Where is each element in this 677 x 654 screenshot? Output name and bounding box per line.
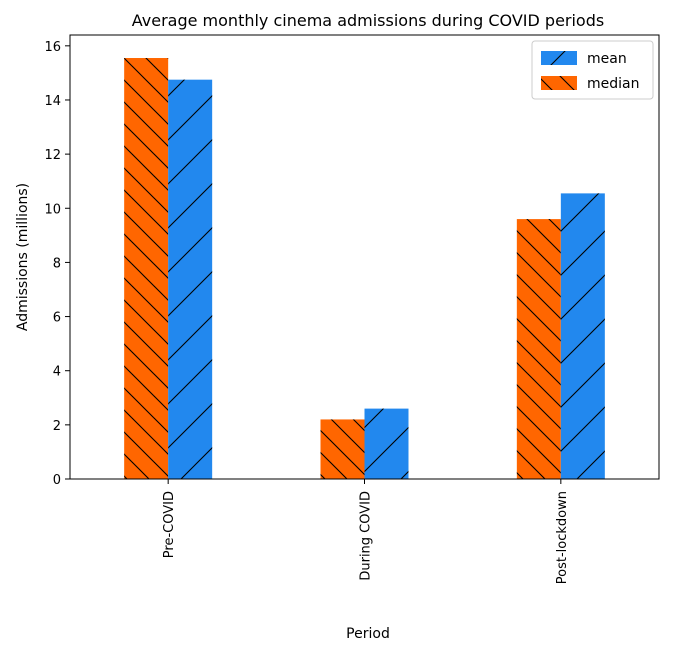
y-tick-label: 14 <box>44 94 61 109</box>
y-tick-label: 8 <box>53 256 61 271</box>
y-tick-label: 12 <box>44 148 61 163</box>
bars-layer <box>124 58 605 480</box>
bar-median-post-lockdown <box>516 219 561 479</box>
x-tick-label: Pre-COVID <box>162 491 177 558</box>
x-axis-label: Period <box>346 626 390 642</box>
plot-frame <box>69 34 660 480</box>
bar-mean-pre-covid <box>168 79 213 480</box>
legend-label: mean <box>587 51 627 67</box>
y-tick-label: 16 <box>44 40 61 55</box>
y-axis: 0 2 4 6 8 10 12 14 16 <box>44 40 70 488</box>
legend: mean median <box>531 40 654 100</box>
legend-label: median <box>587 76 639 92</box>
y-tick-label: 4 <box>53 365 61 380</box>
y-tick-label: 10 <box>44 202 61 217</box>
legend-item-median: median <box>541 76 639 92</box>
chart-title: Average monthly cinema admissions during… <box>132 11 604 30</box>
bar-median-pre-covid <box>124 58 169 479</box>
bar-mean-post-lockdown <box>560 193 605 479</box>
bar-mean-during-covid <box>364 408 409 479</box>
y-tick-label: 2 <box>53 419 61 434</box>
x-tick-label: During COVID <box>359 491 374 581</box>
bar-median-during-covid <box>320 419 365 479</box>
y-axis-label: Admissions (millions) <box>15 183 31 331</box>
y-tick-label: 0 <box>53 473 61 488</box>
y-tick-label: 6 <box>53 311 61 326</box>
x-axis: Pre-COVID During COVID Post-lockdown <box>162 479 570 584</box>
x-tick-label: Post-lockdown <box>555 491 570 584</box>
legend-item-mean: mean <box>541 51 627 67</box>
